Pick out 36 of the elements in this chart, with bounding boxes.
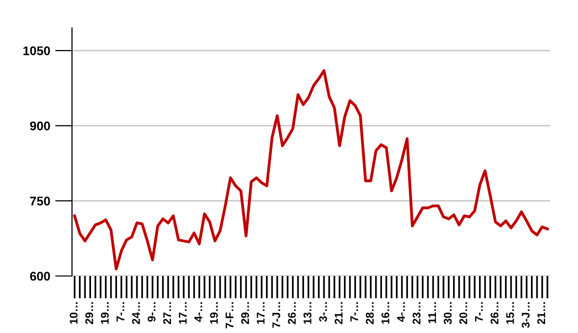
x-tick-label: 7-…	[116, 302, 124, 322]
x-tick-label: 28…	[366, 302, 374, 324]
x-tick-label: 21…	[537, 302, 546, 324]
x-tick-label: 26…	[490, 302, 498, 324]
x-tick-label: 3-J…	[522, 302, 530, 328]
x-tick-label: 30…	[444, 302, 452, 324]
x-tick-label: 11…	[428, 302, 436, 324]
x-tick-label: 15…	[506, 302, 514, 324]
x-tick-label: 7-J…	[272, 302, 280, 328]
x-tick-label: 3-…	[319, 302, 327, 322]
x-tick-label: 19…	[100, 302, 109, 324]
x-tick-label: 27…	[163, 302, 171, 324]
x-tick-label: 26…	[288, 302, 296, 324]
x-tick-label: 17…	[178, 302, 187, 324]
x-tick-label: 24…	[132, 302, 140, 324]
x-tick-label: 7-…	[475, 302, 483, 322]
y-tick-label: 900	[30, 122, 50, 130]
x-tick-label: 9-…	[148, 302, 156, 322]
x-tick-label: 21…	[334, 302, 342, 324]
line-series	[73, 69, 549, 270]
x-tick-label: 4-…	[397, 302, 405, 322]
x-tick-label: 7-…	[350, 302, 358, 322]
y-tick-label: 600	[30, 272, 50, 281]
x-tick-label: 19…	[210, 302, 218, 324]
x-tick-label: 17…	[256, 302, 265, 324]
x-tick-label: 16…	[381, 302, 390, 324]
y-tick-label: 1050	[23, 46, 50, 56]
x-tick-label: 20…	[459, 302, 468, 324]
y-tick-label: 750	[30, 196, 50, 206]
x-tick-label: 29…	[85, 302, 94, 324]
x-tick-label: 10…	[70, 302, 78, 324]
x-tick-label: 7-F…	[226, 302, 234, 328]
x-tick-label: 29…	[241, 302, 250, 324]
x-tick-label: 23…	[412, 302, 421, 324]
x-tick-label: 4-…	[194, 302, 202, 322]
x-tick-label: 13…	[304, 302, 312, 324]
